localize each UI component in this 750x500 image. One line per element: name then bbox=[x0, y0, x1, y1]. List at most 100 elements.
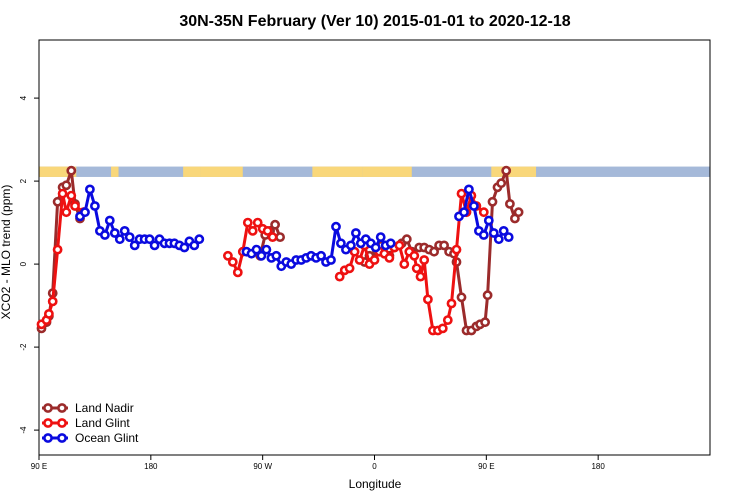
legend-label: Land Nadir bbox=[75, 401, 134, 415]
data-point-land-glint bbox=[70, 201, 80, 211]
data-point-land-nadir bbox=[504, 198, 515, 209]
data-point-land-glint bbox=[344, 263, 355, 274]
data-point-land-glint bbox=[456, 188, 467, 199]
legend-marker bbox=[57, 433, 67, 443]
data-point-land-nadir bbox=[456, 292, 467, 303]
data-point-land-nadir bbox=[487, 196, 498, 207]
data-point-ocean-glint bbox=[335, 238, 346, 249]
data-point-ocean-glint bbox=[375, 232, 386, 242]
data-point-land-nadir bbox=[52, 196, 63, 207]
land-band-segment bbox=[39, 166, 77, 177]
data-point-land-glint bbox=[44, 308, 54, 319]
data-point-ocean-glint bbox=[251, 244, 262, 255]
legend-marker bbox=[57, 403, 67, 413]
land-band-segment bbox=[491, 166, 537, 177]
data-point-ocean-glint bbox=[149, 240, 160, 251]
legend-marker bbox=[57, 418, 67, 428]
data-point-land-glint bbox=[267, 232, 278, 242]
x-tick-label: 180 bbox=[144, 462, 158, 471]
data-point-ocean-glint bbox=[493, 234, 504, 245]
data-point-ocean-glint bbox=[90, 201, 100, 211]
data-point-land-nadir bbox=[275, 232, 285, 242]
legend-item-land-glint: Land Glint bbox=[42, 416, 130, 430]
data-point-ocean-glint bbox=[468, 201, 479, 211]
x-tick-label: 90 E bbox=[478, 462, 494, 471]
data-point-ocean-glint bbox=[331, 221, 341, 232]
y-tick-label: -2 bbox=[19, 343, 28, 351]
legend-item-ocean-glint: Ocean Glint bbox=[42, 431, 139, 445]
land-ocean-band bbox=[39, 166, 710, 177]
y-tick-label: 2 bbox=[19, 178, 28, 183]
x-tick-label: 90 E bbox=[31, 462, 47, 471]
data-point-ocean-glint bbox=[114, 234, 125, 245]
data-series bbox=[36, 165, 524, 336]
x-tick-label: 180 bbox=[591, 462, 605, 471]
data-point-ocean-glint bbox=[326, 255, 336, 265]
data-point-ocean-glint bbox=[316, 250, 326, 261]
data-point-land-nadir bbox=[501, 165, 512, 176]
land-band-segment bbox=[362, 166, 412, 177]
data-point-land-nadir bbox=[61, 180, 72, 191]
data-point-ocean-glint bbox=[80, 207, 90, 218]
y-axis-label: XCO2 - MLO trend (ppm) bbox=[0, 185, 13, 320]
data-point-ocean-glint bbox=[483, 215, 494, 226]
land-band-segment bbox=[111, 166, 119, 177]
data-point-land-glint bbox=[232, 267, 243, 278]
legend-marker bbox=[43, 418, 53, 428]
legend-label: Land Glint bbox=[75, 416, 130, 430]
data-point-land-glint bbox=[262, 225, 273, 236]
data-point-land-nadir bbox=[66, 165, 77, 176]
data-point-land-nadir bbox=[480, 317, 490, 328]
data-point-land-glint bbox=[409, 250, 420, 261]
data-point-land-glint bbox=[354, 255, 365, 265]
data-point-ocean-glint bbox=[350, 228, 361, 238]
data-point-ocean-glint bbox=[189, 240, 200, 251]
data-point-land-nadir bbox=[401, 234, 412, 245]
legend-item-land-nadir: Land Nadir bbox=[42, 401, 134, 415]
data-point-land-glint bbox=[334, 271, 345, 282]
axes: 90 E 180 90 W 0 90 E 180 -4 -2 0 2 4 bbox=[19, 95, 605, 471]
data-point-ocean-glint bbox=[129, 240, 140, 251]
data-point-ocean-glint bbox=[345, 240, 356, 251]
data-point-land-glint bbox=[227, 257, 238, 267]
land-band-segment bbox=[200, 166, 243, 177]
data-point-land-glint bbox=[399, 259, 410, 269]
series-land-glint bbox=[36, 188, 489, 336]
data-point-ocean-glint bbox=[100, 230, 110, 240]
data-point-ocean-glint bbox=[498, 225, 509, 236]
data-point-ocean-glint bbox=[104, 215, 115, 226]
y-tick-label: -4 bbox=[19, 426, 28, 434]
legend-marker bbox=[43, 403, 53, 413]
data-point-land-glint bbox=[422, 294, 433, 305]
data-point-land-glint bbox=[57, 188, 68, 199]
chart-title: 30N-35N February (Ver 10) 2015-01-01 to … bbox=[179, 13, 570, 30]
data-point-land-glint bbox=[415, 271, 426, 282]
data-point-land-glint bbox=[446, 298, 457, 309]
y-tick-label: 4 bbox=[19, 95, 28, 100]
data-point-land-glint bbox=[394, 240, 405, 251]
data-point-land-glint bbox=[247, 225, 258, 236]
y-tick-label: 0 bbox=[19, 261, 28, 266]
data-point-land-glint bbox=[437, 323, 448, 334]
data-point-land-glint bbox=[47, 296, 58, 307]
data-point-land-nadir bbox=[482, 290, 493, 301]
x-tick-label: 90 W bbox=[253, 462, 272, 471]
data-point-land-nadir bbox=[513, 207, 524, 218]
legend-label: Ocean Glint bbox=[75, 431, 139, 445]
data-point-land-glint bbox=[252, 217, 263, 228]
data-point-ocean-glint bbox=[179, 242, 190, 253]
data-point-ocean-glint bbox=[261, 244, 272, 255]
x-axis-label: Longitude bbox=[349, 477, 402, 491]
data-point-land-nadir bbox=[429, 246, 439, 257]
data-point-ocean-glint bbox=[463, 184, 474, 195]
data-point-ocean-glint bbox=[85, 184, 95, 195]
data-point-ocean-glint bbox=[385, 238, 396, 249]
land-band-segment bbox=[183, 166, 201, 177]
data-point-land-glint bbox=[369, 255, 380, 265]
data-point-ocean-glint bbox=[370, 242, 381, 253]
data-point-ocean-glint bbox=[109, 228, 120, 238]
data-point-land-nadir bbox=[439, 240, 449, 251]
data-point-land-glint bbox=[52, 244, 63, 255]
x-tick-label: 0 bbox=[372, 462, 377, 471]
